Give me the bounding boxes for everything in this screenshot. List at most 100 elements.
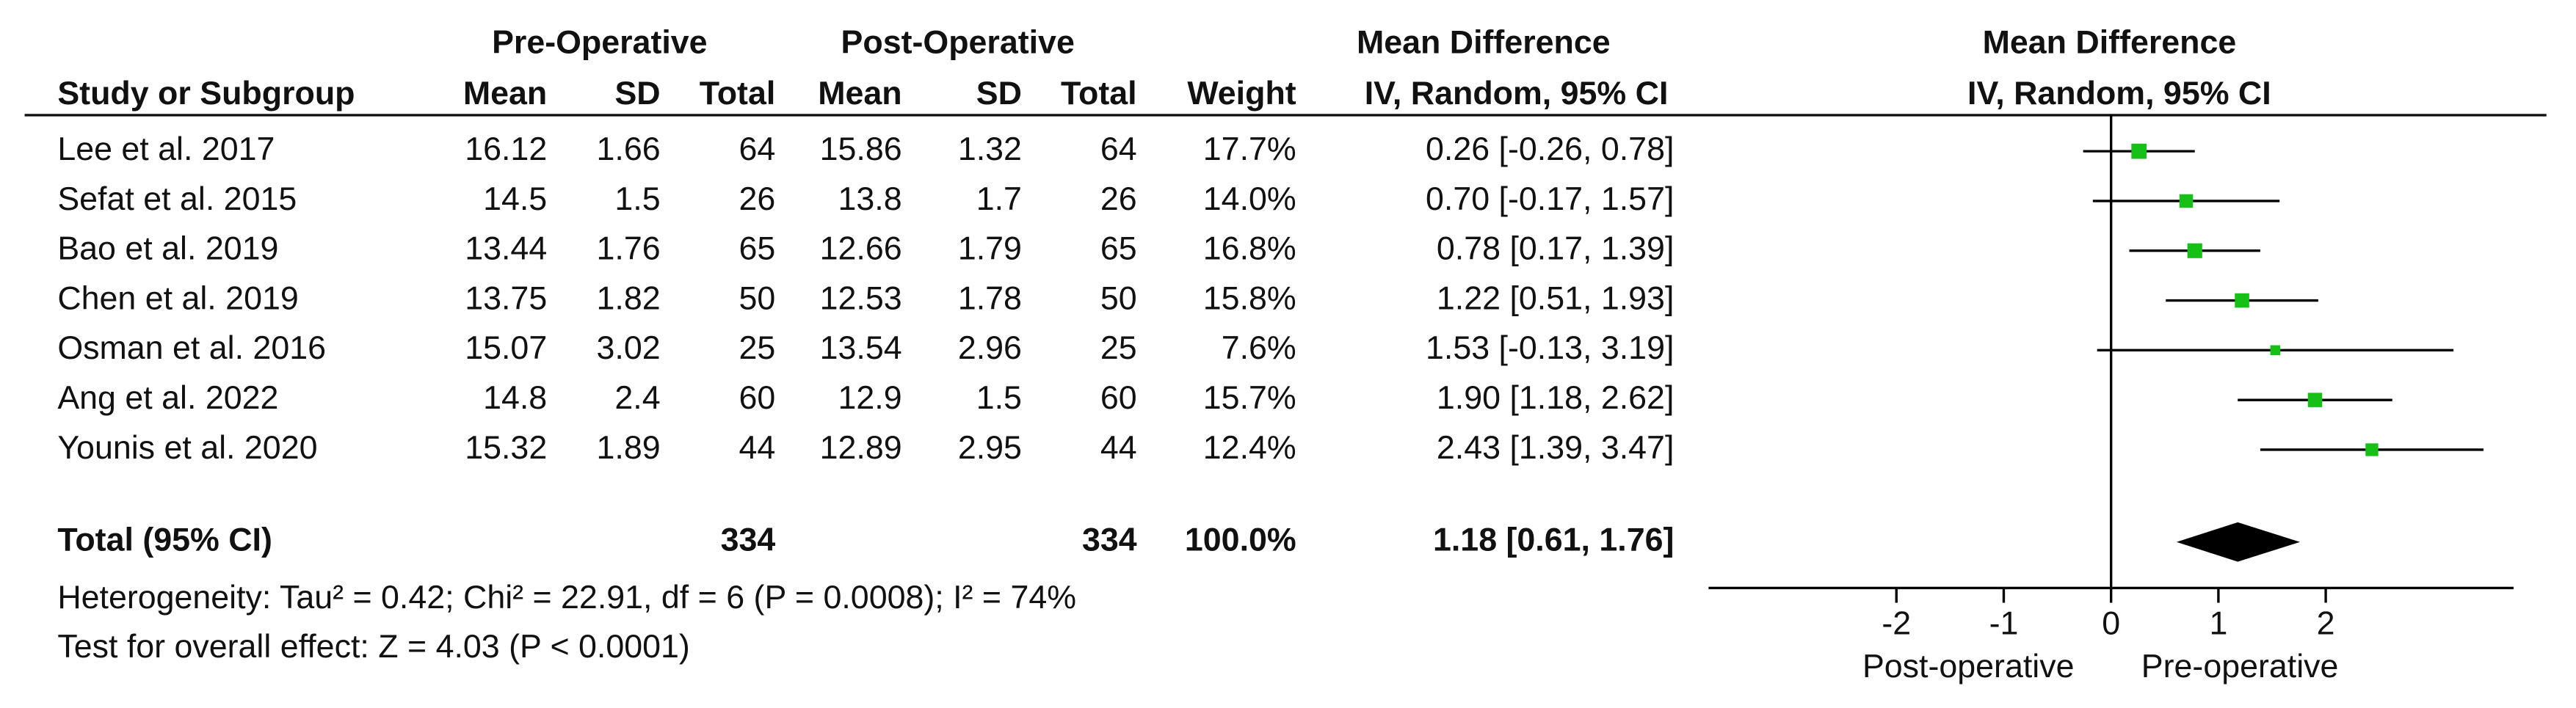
weight: 12.4% xyxy=(1203,429,1296,466)
ci-label: 1.90 [1.18, 2.62] xyxy=(1437,379,1674,416)
column-header: Weight xyxy=(1187,75,1296,112)
overall-effect: Test for overall effect: Z = 4.03 (P < 0… xyxy=(57,628,690,665)
column-header: SD xyxy=(614,75,660,112)
study-name: Younis et al. 2020 xyxy=(57,429,317,466)
cell: 1.66 xyxy=(597,131,661,167)
cell: 13.75 xyxy=(465,280,547,316)
cell: 15.07 xyxy=(465,329,547,366)
column-header: SD xyxy=(976,75,1022,112)
cell: 60 xyxy=(739,379,775,416)
cell: 50 xyxy=(739,280,775,316)
cell: 13.8 xyxy=(838,180,901,217)
study-name: Lee et al. 2017 xyxy=(57,131,275,167)
cell: 2.4 xyxy=(614,379,660,416)
column-header: Mean xyxy=(818,75,901,112)
study-name: Ang et al. 2022 xyxy=(57,379,278,416)
cell: 1.7 xyxy=(976,180,1022,217)
column-header: IV, Random, 95% CI xyxy=(1365,75,1669,112)
cell: 60 xyxy=(1100,379,1137,416)
cell: 3.02 xyxy=(597,329,661,366)
cell: 64 xyxy=(739,131,775,167)
x-label-right: Pre-operative xyxy=(2141,648,2339,685)
weight: 7.6% xyxy=(1222,329,1296,366)
cell: 65 xyxy=(739,230,775,267)
study-name: Chen et al. 2019 xyxy=(57,280,298,316)
column-header: Total xyxy=(1061,75,1137,112)
weight: 17.7% xyxy=(1203,131,1296,167)
cell: 14.5 xyxy=(483,180,547,217)
x-tick-label: -1 xyxy=(1989,605,2019,642)
cell: 1.5 xyxy=(614,180,660,217)
total-weight: 100.0% xyxy=(1185,522,1296,558)
weight: 15.7% xyxy=(1203,379,1296,416)
x-tick-label: 2 xyxy=(2317,605,2335,642)
cell: 1.76 xyxy=(597,230,661,267)
weight: 14.0% xyxy=(1203,180,1296,217)
cell: 65 xyxy=(1100,230,1137,267)
study-name: Osman et al. 2016 xyxy=(57,329,326,366)
study-name: Sefat et al. 2015 xyxy=(57,180,297,217)
effect-marker xyxy=(2131,143,2147,159)
cell: 26 xyxy=(739,180,775,217)
column-header: Mean xyxy=(463,75,547,112)
effect-marker xyxy=(2270,345,2281,356)
cell: 1.89 xyxy=(597,429,661,466)
cell: 2.95 xyxy=(958,429,1022,466)
effect-marker xyxy=(2307,393,2323,407)
cell: 14.8 xyxy=(483,379,547,416)
cell: 25 xyxy=(739,329,775,366)
cell: 15.86 xyxy=(820,131,902,167)
weight: 15.8% xyxy=(1203,280,1296,316)
x-tick-label: 0 xyxy=(2102,605,2120,642)
effect-marker xyxy=(2187,243,2202,258)
group-header: Mean Difference xyxy=(1357,23,1611,60)
effect-marker xyxy=(2235,293,2249,308)
effect-marker xyxy=(2179,194,2194,208)
group-header: Pre-Operative xyxy=(492,23,708,60)
x-tick-label: -2 xyxy=(1882,605,1911,642)
cell: 1.5 xyxy=(976,379,1022,416)
cell: 64 xyxy=(1100,131,1137,167)
group-header: Post-Operative xyxy=(841,23,1075,60)
cell: 1.32 xyxy=(958,131,1022,167)
cell: 50 xyxy=(1100,280,1137,316)
cell: 44 xyxy=(1100,429,1137,466)
total-cell: 334 xyxy=(1082,522,1137,558)
study-name: Bao et al. 2019 xyxy=(57,230,278,267)
cell: 26 xyxy=(1100,180,1137,217)
ci-label: 0.26 [-0.26, 0.78] xyxy=(1426,131,1674,167)
cell: 1.79 xyxy=(958,230,1022,267)
cell: 13.54 xyxy=(820,329,902,366)
ci-label: 2.43 [1.39, 3.47] xyxy=(1437,429,1674,466)
cell: 12.89 xyxy=(820,429,902,466)
cell: 2.96 xyxy=(958,329,1022,366)
cell: 16.12 xyxy=(465,131,547,167)
cell: 12.9 xyxy=(838,379,901,416)
cell: 12.53 xyxy=(820,280,902,316)
cell: 25 xyxy=(1100,329,1137,366)
ci-label: 0.78 [0.17, 1.39] xyxy=(1437,230,1674,267)
cell: 13.44 xyxy=(465,230,547,267)
column-header: Study or Subgroup xyxy=(57,75,355,112)
heterogeneity: Heterogeneity: Tau² = 0.42; Chi² = 22.91… xyxy=(57,579,1076,616)
column-header: Total xyxy=(700,75,776,112)
total-ci-label: 1.18 [0.61, 1.76] xyxy=(1433,522,1674,558)
ci-label: 1.53 [-0.13, 3.19] xyxy=(1426,329,1674,366)
cell: 15.32 xyxy=(465,429,547,466)
weight: 16.8% xyxy=(1203,230,1296,267)
cell: 12.66 xyxy=(820,230,902,267)
total-cell: 334 xyxy=(721,522,776,558)
ci-label: 1.22 [0.51, 1.93] xyxy=(1437,280,1674,316)
column-header: IV, Random, 95% CI xyxy=(1967,75,2271,112)
cell: 1.82 xyxy=(597,280,661,316)
ci-label: 0.70 [-0.17, 1.57] xyxy=(1426,180,1674,217)
summary-diamond xyxy=(2176,522,2301,562)
total-name: Total (95% CI) xyxy=(57,522,272,558)
cell: 1.78 xyxy=(958,280,1022,316)
x-tick-label: 1 xyxy=(2209,605,2227,642)
effect-marker xyxy=(2365,443,2379,456)
group-header: Mean Difference xyxy=(1983,23,2237,60)
cell: 44 xyxy=(739,429,775,466)
